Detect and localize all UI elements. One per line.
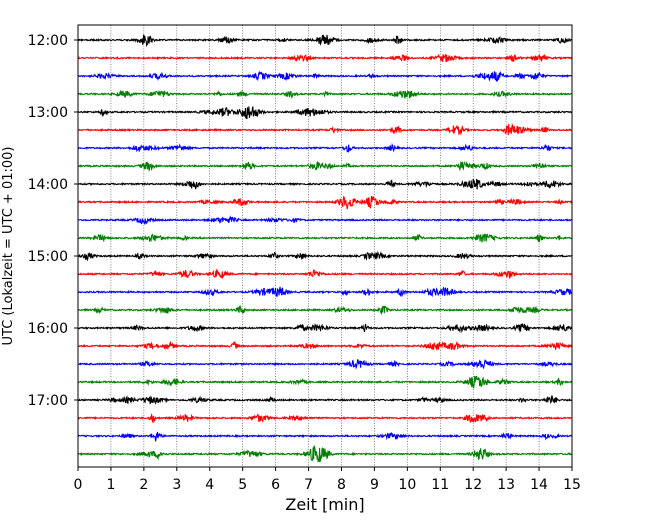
trace-1215 bbox=[77, 53, 573, 63]
x-axis: 0 1 2 3 4 5 6 7 8 9 10 11 12 13 14 15 bbox=[74, 467, 581, 493]
x-tick-label-2: 2 bbox=[139, 477, 148, 493]
x-tick-label-15: 15 bbox=[563, 477, 581, 493]
trace-1500 bbox=[77, 250, 573, 262]
y-tick-label-4: 16:00 bbox=[28, 321, 68, 337]
trace-1530 bbox=[77, 286, 573, 298]
plot-frame bbox=[77, 24, 573, 468]
trace-1630 bbox=[77, 359, 573, 370]
trace-1430 bbox=[77, 215, 573, 226]
y-tick-label-5: 17:00 bbox=[28, 393, 68, 409]
trace-1330 bbox=[77, 142, 573, 153]
x-tick-label-12: 12 bbox=[464, 477, 482, 493]
x-tick-label-0: 0 bbox=[74, 477, 83, 493]
trace-1245 bbox=[77, 89, 573, 99]
x-tick-label-11: 11 bbox=[431, 477, 449, 493]
trace-1300 bbox=[77, 106, 573, 120]
trace-1545 bbox=[77, 304, 573, 316]
x-tick-label-7: 7 bbox=[304, 477, 313, 493]
trace-1400 bbox=[77, 178, 573, 190]
trace-1230 bbox=[77, 70, 573, 82]
plot-area bbox=[78, 25, 572, 467]
x-tick-label-8: 8 bbox=[337, 477, 346, 493]
y-tick-label-0: 12:00 bbox=[28, 33, 68, 49]
x-tick-label-4: 4 bbox=[205, 477, 214, 493]
trace-1600 bbox=[77, 323, 573, 334]
trace-1615 bbox=[77, 340, 573, 351]
trace-1715 bbox=[77, 412, 573, 423]
trace-1445 bbox=[77, 233, 573, 243]
trace-1730 bbox=[77, 431, 573, 442]
x-tick-label-14: 14 bbox=[530, 477, 548, 493]
trace-1415 bbox=[77, 195, 573, 210]
trace-1515 bbox=[77, 268, 573, 279]
y-tick-label-2: 14:00 bbox=[28, 177, 68, 193]
x-tick-label-3: 3 bbox=[172, 477, 181, 493]
grid bbox=[110, 25, 540, 467]
traces bbox=[77, 34, 573, 463]
x-tick-label-5: 5 bbox=[238, 477, 247, 493]
trace-1200 bbox=[77, 34, 573, 48]
trace-1645 bbox=[77, 375, 573, 389]
y-axis: 12:00 13:00 14:00 15:00 16:00 17:00 bbox=[28, 33, 78, 409]
x-tick-label-6: 6 bbox=[271, 477, 280, 493]
y-tick-label-3: 15:00 bbox=[28, 249, 68, 265]
y-tick-label-1: 13:00 bbox=[28, 105, 68, 121]
x-tick-label-13: 13 bbox=[497, 477, 515, 493]
trace-1345 bbox=[77, 160, 573, 173]
x-tick-label-10: 10 bbox=[398, 477, 416, 493]
y-axis-title: UTC (Lokalzeit = UTC + 01:00) bbox=[1, 147, 16, 346]
x-tick-label-9: 9 bbox=[370, 477, 379, 493]
x-tick-label-1: 1 bbox=[106, 477, 115, 493]
x-axis-title: Zeit [min] bbox=[285, 495, 364, 514]
trace-1745 bbox=[77, 445, 573, 463]
trace-1700 bbox=[77, 395, 573, 405]
trace-1315 bbox=[77, 122, 573, 136]
